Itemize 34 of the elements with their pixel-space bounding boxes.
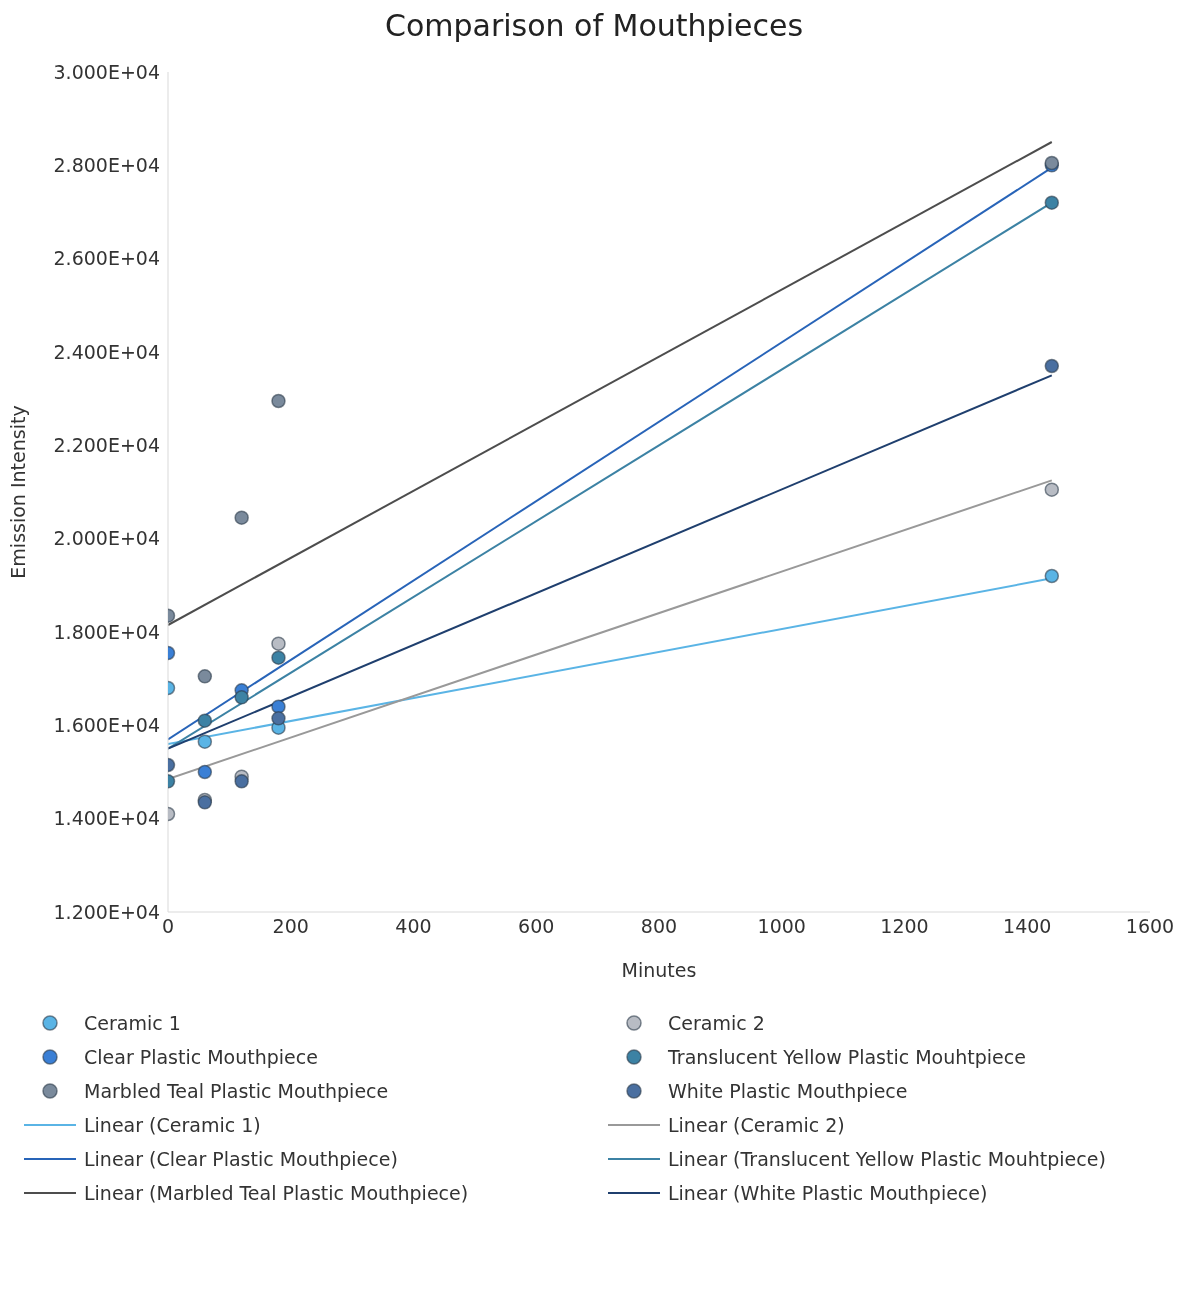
legend-label: Linear (Ceramic 2) [668,1114,845,1136]
legend-label: Linear (White Plastic Mouthpiece) [668,1182,988,1204]
x-tick-label: 1600 [1125,915,1175,938]
y-tick-label: 1.400E+04 [53,807,160,830]
x-tick-label: 400 [395,915,432,938]
y-tick-label: 1.800E+04 [53,620,160,643]
x-tick-label: 800 [640,915,678,938]
x-tick-label: 200 [272,915,309,938]
legend-label: White Plastic Mouthpiece [668,1080,908,1102]
x-tick-label: 0 [161,915,175,938]
legend-label: Ceramic 2 [668,1012,765,1034]
legend-label: Marbled Teal Plastic Mouthpiece [84,1080,389,1102]
y-tick-label: 2.600E+04 [53,247,160,270]
legend-label: Translucent Yellow Plastic Mouhtpiece [668,1046,1026,1068]
chart-title: Comparison of Mouthpieces [383,8,805,45]
y-tick-label: 2.400E+04 [53,340,160,363]
x-tick-label: 1200 [880,915,929,938]
y-tick-label: 2.800E+04 [53,154,160,177]
x-tick-label: 600 [518,915,555,938]
legend-label: Linear (Marbled Teal Plastic Mouthpiece) [84,1182,469,1204]
legend-label: Ceramic 1 [84,1012,181,1034]
y-tick-label: 1.600E+04 [53,714,160,737]
y-tick-label: 2.200E+04 [53,434,160,457]
legend-label: Clear Plastic Mouthpiece [84,1046,318,1068]
x-tick-label: 1400 [1003,915,1052,938]
y-tick-label: 1.200E+04 [53,900,160,923]
legend-label: Linear (Translucent Yellow Plastic Mouhtpiece) [668,1148,1106,1170]
legend-label: Linear (Clear Plastic Mouthpiece) [84,1148,398,1170]
y-tick-label: 2.000E+04 [53,527,160,550]
y-tick-label: 3.000E+04 [53,60,160,83]
x-axis-title: Minutes [621,959,697,981]
y-axis-title: Emission Intensity [6,405,29,579]
x-tick-label: 1000 [757,915,806,938]
legend-label: Linear (Ceramic 1) [84,1114,261,1136]
